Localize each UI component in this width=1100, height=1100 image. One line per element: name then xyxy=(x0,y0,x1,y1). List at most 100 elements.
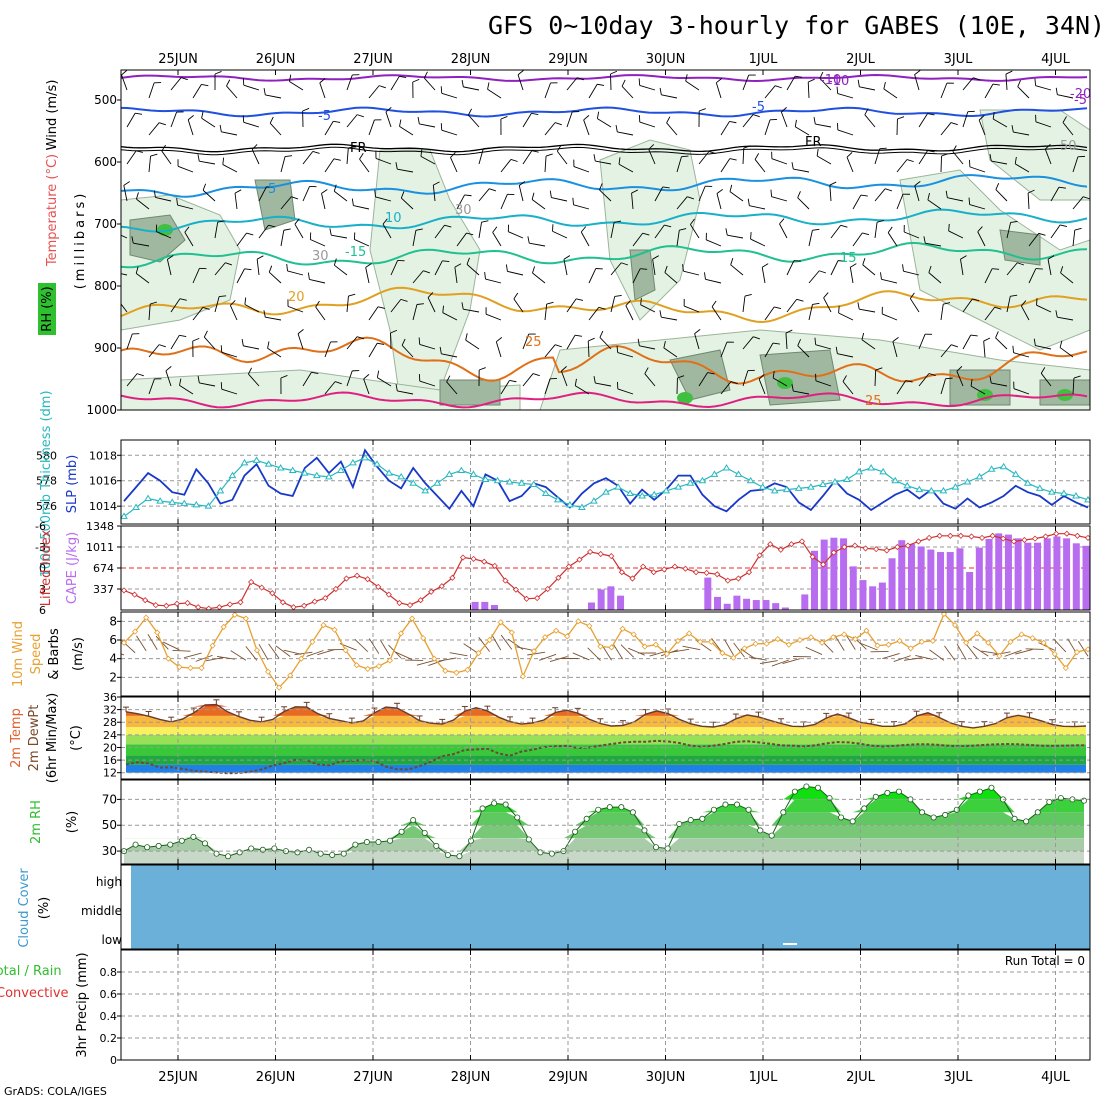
wind-barb xyxy=(148,122,160,136)
wind-barb xyxy=(1027,192,1030,210)
wind-point xyxy=(586,622,593,630)
wind-barb xyxy=(846,156,854,173)
date-label-top: 28JUN xyxy=(451,52,491,67)
wind-barb xyxy=(135,112,143,115)
wind-barb xyxy=(666,122,678,136)
wind-barb xyxy=(161,144,166,152)
wind-point xyxy=(431,655,438,662)
thick-tick: 576 xyxy=(36,500,57,513)
cape-bar xyxy=(1063,538,1071,610)
wind-barb xyxy=(1073,375,1081,379)
wind-barb xyxy=(632,232,643,247)
thickness-point xyxy=(288,466,297,474)
wind-barb xyxy=(485,278,502,284)
wind-barb xyxy=(994,306,1002,310)
wind-point xyxy=(697,638,704,645)
wind-barb xyxy=(896,380,907,395)
wind-barb xyxy=(978,115,985,121)
wind-barb xyxy=(312,150,320,154)
svg-text:(%): (%) xyxy=(65,811,80,834)
wind-barb xyxy=(977,231,986,247)
rh-point xyxy=(479,805,486,812)
wind-barb xyxy=(742,74,750,91)
temp-line xyxy=(125,703,1087,729)
wind-point xyxy=(619,625,626,632)
wind-barb xyxy=(808,78,815,83)
rh-point xyxy=(340,850,347,857)
wind-barb xyxy=(1057,94,1074,99)
temp-tick: 36 xyxy=(103,691,117,704)
wind-barb xyxy=(648,149,656,165)
temp-tick: 12 xyxy=(103,767,117,780)
cape-bar xyxy=(704,577,712,610)
wind-barb xyxy=(395,162,398,170)
rh-point xyxy=(387,837,394,844)
wind-barb xyxy=(529,242,546,247)
wind-barb xyxy=(707,372,715,375)
wind-barb xyxy=(610,73,612,91)
wind-point xyxy=(708,638,715,645)
wind-barb xyxy=(952,145,957,152)
thickness-point xyxy=(144,494,152,502)
temp-tick: 16 xyxy=(103,754,117,767)
wind-barb xyxy=(500,116,508,120)
wind-barb xyxy=(671,648,690,653)
wind-barb xyxy=(230,300,236,306)
wind-barb xyxy=(415,228,423,231)
cape-bar xyxy=(1014,538,1022,610)
wind-barb xyxy=(1035,268,1043,270)
rh-point xyxy=(144,844,151,851)
wind-point xyxy=(298,655,305,662)
wind-barb xyxy=(505,264,508,272)
wind-barb xyxy=(179,385,194,395)
credit: GrADS: COLA/IGES xyxy=(4,1085,107,1098)
rh-point xyxy=(167,841,174,848)
wind-barb xyxy=(321,193,326,210)
wind-barb xyxy=(329,228,332,236)
wind-barb xyxy=(317,649,335,656)
wind-barb xyxy=(566,298,577,313)
cape-bar xyxy=(966,571,974,610)
wind-point xyxy=(575,618,582,625)
wind-barb xyxy=(258,644,269,661)
wind-point xyxy=(253,647,261,654)
thickness-point xyxy=(276,464,285,471)
wind-barb xyxy=(256,259,260,276)
wind-barb xyxy=(574,378,577,386)
wind-barb xyxy=(184,232,194,247)
thickness-point xyxy=(433,479,442,486)
wind-barb xyxy=(887,226,893,233)
wind-barb xyxy=(500,380,510,395)
wind-barb xyxy=(597,83,605,86)
wind-barb xyxy=(711,306,722,321)
wind-barb xyxy=(148,156,152,173)
wind-barb xyxy=(612,643,624,660)
wind-barb xyxy=(572,652,590,661)
rh-point xyxy=(930,814,937,821)
wind-point xyxy=(1007,638,1014,645)
thickness-point xyxy=(192,500,201,508)
thickness-point xyxy=(662,486,671,494)
wind-point xyxy=(963,639,970,646)
li-point xyxy=(957,532,964,539)
wind-barb xyxy=(662,186,670,189)
wind-barb xyxy=(123,185,128,202)
rh-point xyxy=(595,806,602,813)
wind-barb xyxy=(324,381,336,395)
wind-barb xyxy=(400,298,408,302)
wind-point xyxy=(1018,631,1025,638)
isotherm-label: FR xyxy=(350,141,367,156)
wind-barb xyxy=(467,108,473,116)
wind-barb xyxy=(179,334,187,337)
wind-barb xyxy=(992,118,1008,128)
date-label-bottom: 2JUL xyxy=(846,1070,876,1085)
wind-barb xyxy=(664,224,672,228)
wind-barb xyxy=(676,156,682,173)
wind-barb xyxy=(779,218,785,225)
wind-barb xyxy=(862,264,876,276)
wind-barb xyxy=(179,378,182,386)
wind-barb xyxy=(454,267,458,284)
wind-barb xyxy=(412,230,417,247)
wind-barb xyxy=(574,334,583,337)
wind-barb xyxy=(444,224,452,228)
